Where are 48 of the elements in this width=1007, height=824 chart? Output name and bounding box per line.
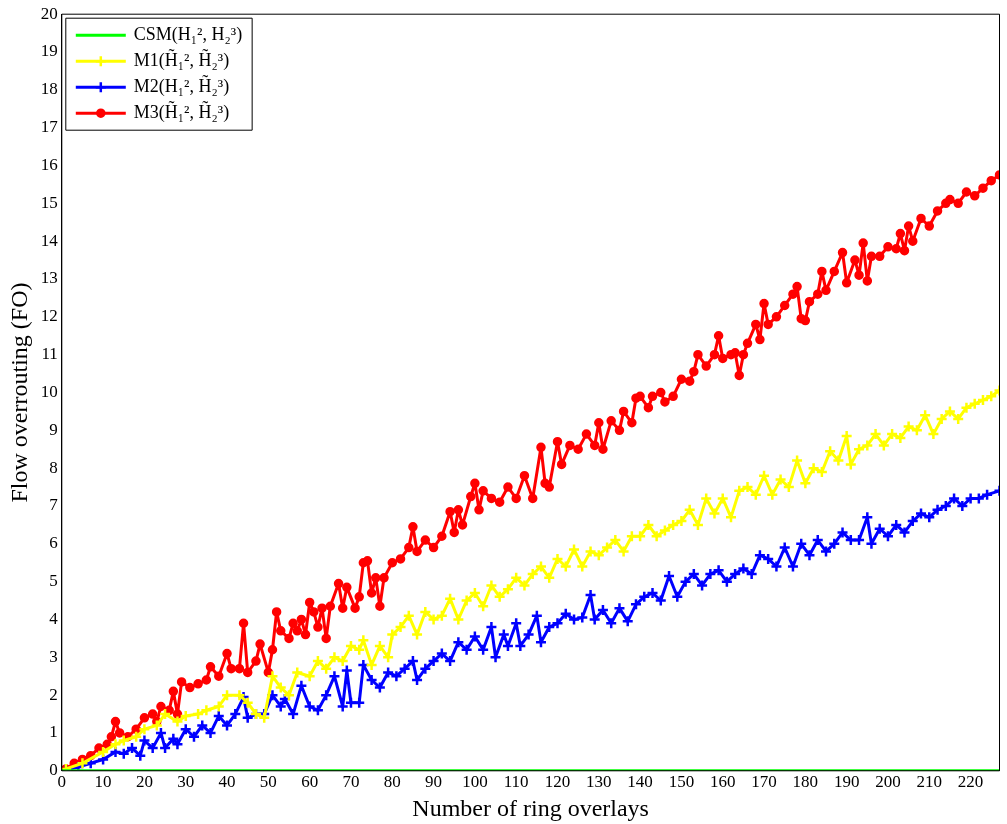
x-tick-label: 190 xyxy=(833,772,860,792)
x-tick-label: 100 xyxy=(462,772,488,792)
x-tick-label: 140 xyxy=(627,772,653,792)
y-tick-label: 19 xyxy=(40,41,58,61)
x-tick-label: 130 xyxy=(586,772,612,792)
y-tick-label: 9 xyxy=(49,419,58,439)
x-tick-label: 150 xyxy=(668,772,695,792)
legend-label: M1(H̃₁², H̃₂³) xyxy=(133,48,230,71)
y-tick-label: 14 xyxy=(40,230,59,250)
x-tick-label: 20 xyxy=(135,772,153,792)
x-tick-label: 90 xyxy=(425,772,443,792)
x-tick-label: 80 xyxy=(383,772,401,792)
x-tick-label: 180 xyxy=(792,772,819,792)
legend-label: M2(H₁², H̃₂³) xyxy=(133,74,230,97)
x-tick-label: 40 xyxy=(218,772,236,792)
x-tick-label: 60 xyxy=(301,772,319,792)
legend-label: M3(H̃₁², H̃₂³) xyxy=(133,100,230,123)
y-tick-label: 2 xyxy=(49,684,58,704)
y-tick-label: 6 xyxy=(49,533,58,553)
x-axis-title: Number of ring overlays xyxy=(412,794,649,821)
y-tick-label: 13 xyxy=(40,268,58,288)
x-tick-label: 30 xyxy=(177,772,195,792)
x-tick-label: 160 xyxy=(709,772,736,792)
y-tick-label: 3 xyxy=(49,646,58,666)
x-tick-label: 220 xyxy=(957,772,984,792)
y-tick-label: 20 xyxy=(40,3,58,23)
x-tick-label: 210 xyxy=(916,772,943,792)
y-tick-label: 4 xyxy=(49,608,59,628)
y-tick-label: 18 xyxy=(40,79,58,99)
y-tick-label: 15 xyxy=(40,192,58,212)
x-tick-label: 110 xyxy=(503,772,529,792)
y-tick-label: 10 xyxy=(40,381,58,401)
y-tick-label: 1 xyxy=(49,722,58,742)
y-tick-label: 5 xyxy=(49,571,58,591)
x-tick-label: 70 xyxy=(342,772,360,792)
x-tick-label: 50 xyxy=(259,772,277,792)
y-tick-label: 16 xyxy=(40,154,58,174)
x-tick-label: 120 xyxy=(544,772,571,792)
y-tick-label: 8 xyxy=(49,457,58,477)
y-axis-title: Flow overrouting (FO) xyxy=(5,282,32,503)
y-tick-label: 17 xyxy=(40,117,59,137)
x-tick-label: 10 xyxy=(94,772,112,792)
y-tick-label: 11 xyxy=(41,344,58,364)
x-tick-label: 200 xyxy=(875,772,901,792)
y-tick-label: 12 xyxy=(40,306,58,326)
y-tick-label: 7 xyxy=(49,495,59,515)
x-tick-label: 170 xyxy=(751,772,777,792)
legend-label: CSM(H₁², H₂³) xyxy=(133,23,243,45)
